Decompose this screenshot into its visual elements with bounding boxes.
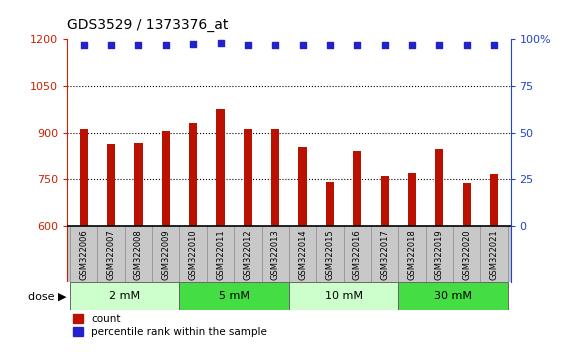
Bar	[80, 130, 88, 226]
Bar	[326, 182, 334, 226]
Text: GSM322014: GSM322014	[298, 229, 307, 280]
Text: GSM322011: GSM322011	[216, 229, 225, 280]
Text: GSM322021: GSM322021	[490, 229, 499, 280]
Legend: count, percentile rank within the sample: count, percentile rank within the sample	[72, 314, 267, 337]
Bar	[244, 130, 252, 226]
Bar	[353, 152, 361, 226]
Point	[162, 42, 171, 47]
Bar	[162, 131, 170, 226]
Bar	[463, 183, 471, 226]
Point	[188, 41, 197, 46]
Point	[407, 42, 416, 47]
Point	[134, 42, 143, 47]
Text: GSM322015: GSM322015	[325, 229, 334, 280]
Text: GSM322020: GSM322020	[462, 229, 471, 280]
Bar	[271, 130, 279, 226]
Text: GDS3529 / 1373376_at: GDS3529 / 1373376_at	[67, 18, 229, 32]
Bar	[435, 149, 444, 226]
Text: GSM322006: GSM322006	[79, 229, 88, 280]
Text: GSM322017: GSM322017	[380, 229, 389, 280]
Point	[79, 42, 88, 47]
Text: 30 mM: 30 mM	[434, 291, 472, 302]
Bar	[398, 282, 508, 310]
Text: 5 mM: 5 mM	[219, 291, 250, 302]
Bar	[289, 282, 398, 310]
Text: 10 mM: 10 mM	[325, 291, 362, 302]
Point	[380, 42, 389, 47]
Text: GSM322013: GSM322013	[271, 229, 280, 280]
Point	[107, 42, 116, 47]
Text: 2 mM: 2 mM	[109, 291, 140, 302]
Point	[216, 40, 225, 46]
Text: GSM322012: GSM322012	[243, 229, 252, 280]
Text: GSM322019: GSM322019	[435, 229, 444, 280]
Text: GSM322007: GSM322007	[107, 229, 116, 280]
Bar	[298, 147, 307, 226]
Point	[271, 42, 280, 47]
Text: GSM322009: GSM322009	[162, 229, 171, 280]
Bar	[67, 226, 511, 282]
Bar	[180, 282, 289, 310]
Bar	[490, 174, 498, 226]
Text: GSM322008: GSM322008	[134, 229, 143, 280]
Bar	[189, 123, 197, 226]
Bar	[217, 109, 224, 226]
Text: GSM322018: GSM322018	[407, 229, 416, 280]
Point	[490, 42, 499, 47]
Bar	[107, 143, 115, 226]
Point	[325, 42, 334, 47]
Bar	[408, 173, 416, 226]
Text: dose ▶: dose ▶	[28, 291, 67, 302]
Point	[298, 42, 307, 47]
Point	[435, 42, 444, 47]
Bar	[380, 176, 389, 226]
Text: GSM322016: GSM322016	[353, 229, 362, 280]
Point	[353, 42, 362, 47]
Point	[462, 42, 471, 47]
Bar	[134, 143, 142, 226]
Text: GSM322010: GSM322010	[188, 229, 197, 280]
Point	[243, 42, 252, 47]
Bar	[70, 282, 180, 310]
